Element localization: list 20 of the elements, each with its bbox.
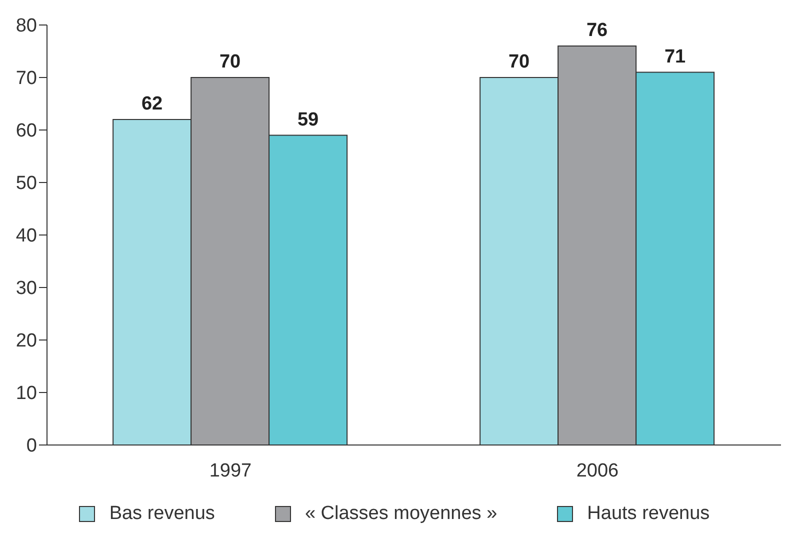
y-tick-label: 80 — [16, 16, 37, 37]
data-label: 62 — [141, 94, 163, 114]
legend-label: Bas revenus — [109, 503, 215, 525]
y-tick-label: 50 — [16, 173, 37, 194]
y-tick-label: 40 — [16, 226, 37, 247]
y-tick-label: 60 — [16, 120, 37, 142]
legend-label: « Classes moyennes » — [304, 503, 498, 525]
x-tick-label: 2006 — [576, 460, 619, 482]
y-tick-label: 20 — [16, 330, 37, 352]
x-tick-label: 1997 — [209, 460, 252, 482]
data-label: 70 — [508, 52, 530, 72]
data-label: 71 — [664, 46, 686, 68]
y-tick-label: 30 — [16, 278, 37, 300]
y-tick-label: 0 — [26, 436, 37, 457]
y-tick-label: 10 — [16, 383, 37, 404]
legend-label: Hauts revenus — [587, 503, 710, 525]
data-label: 76 — [586, 20, 608, 41]
y-tick-label: 70 — [16, 68, 37, 90]
data-label: 70 — [219, 52, 241, 72]
data-label: 59 — [297, 109, 319, 130]
